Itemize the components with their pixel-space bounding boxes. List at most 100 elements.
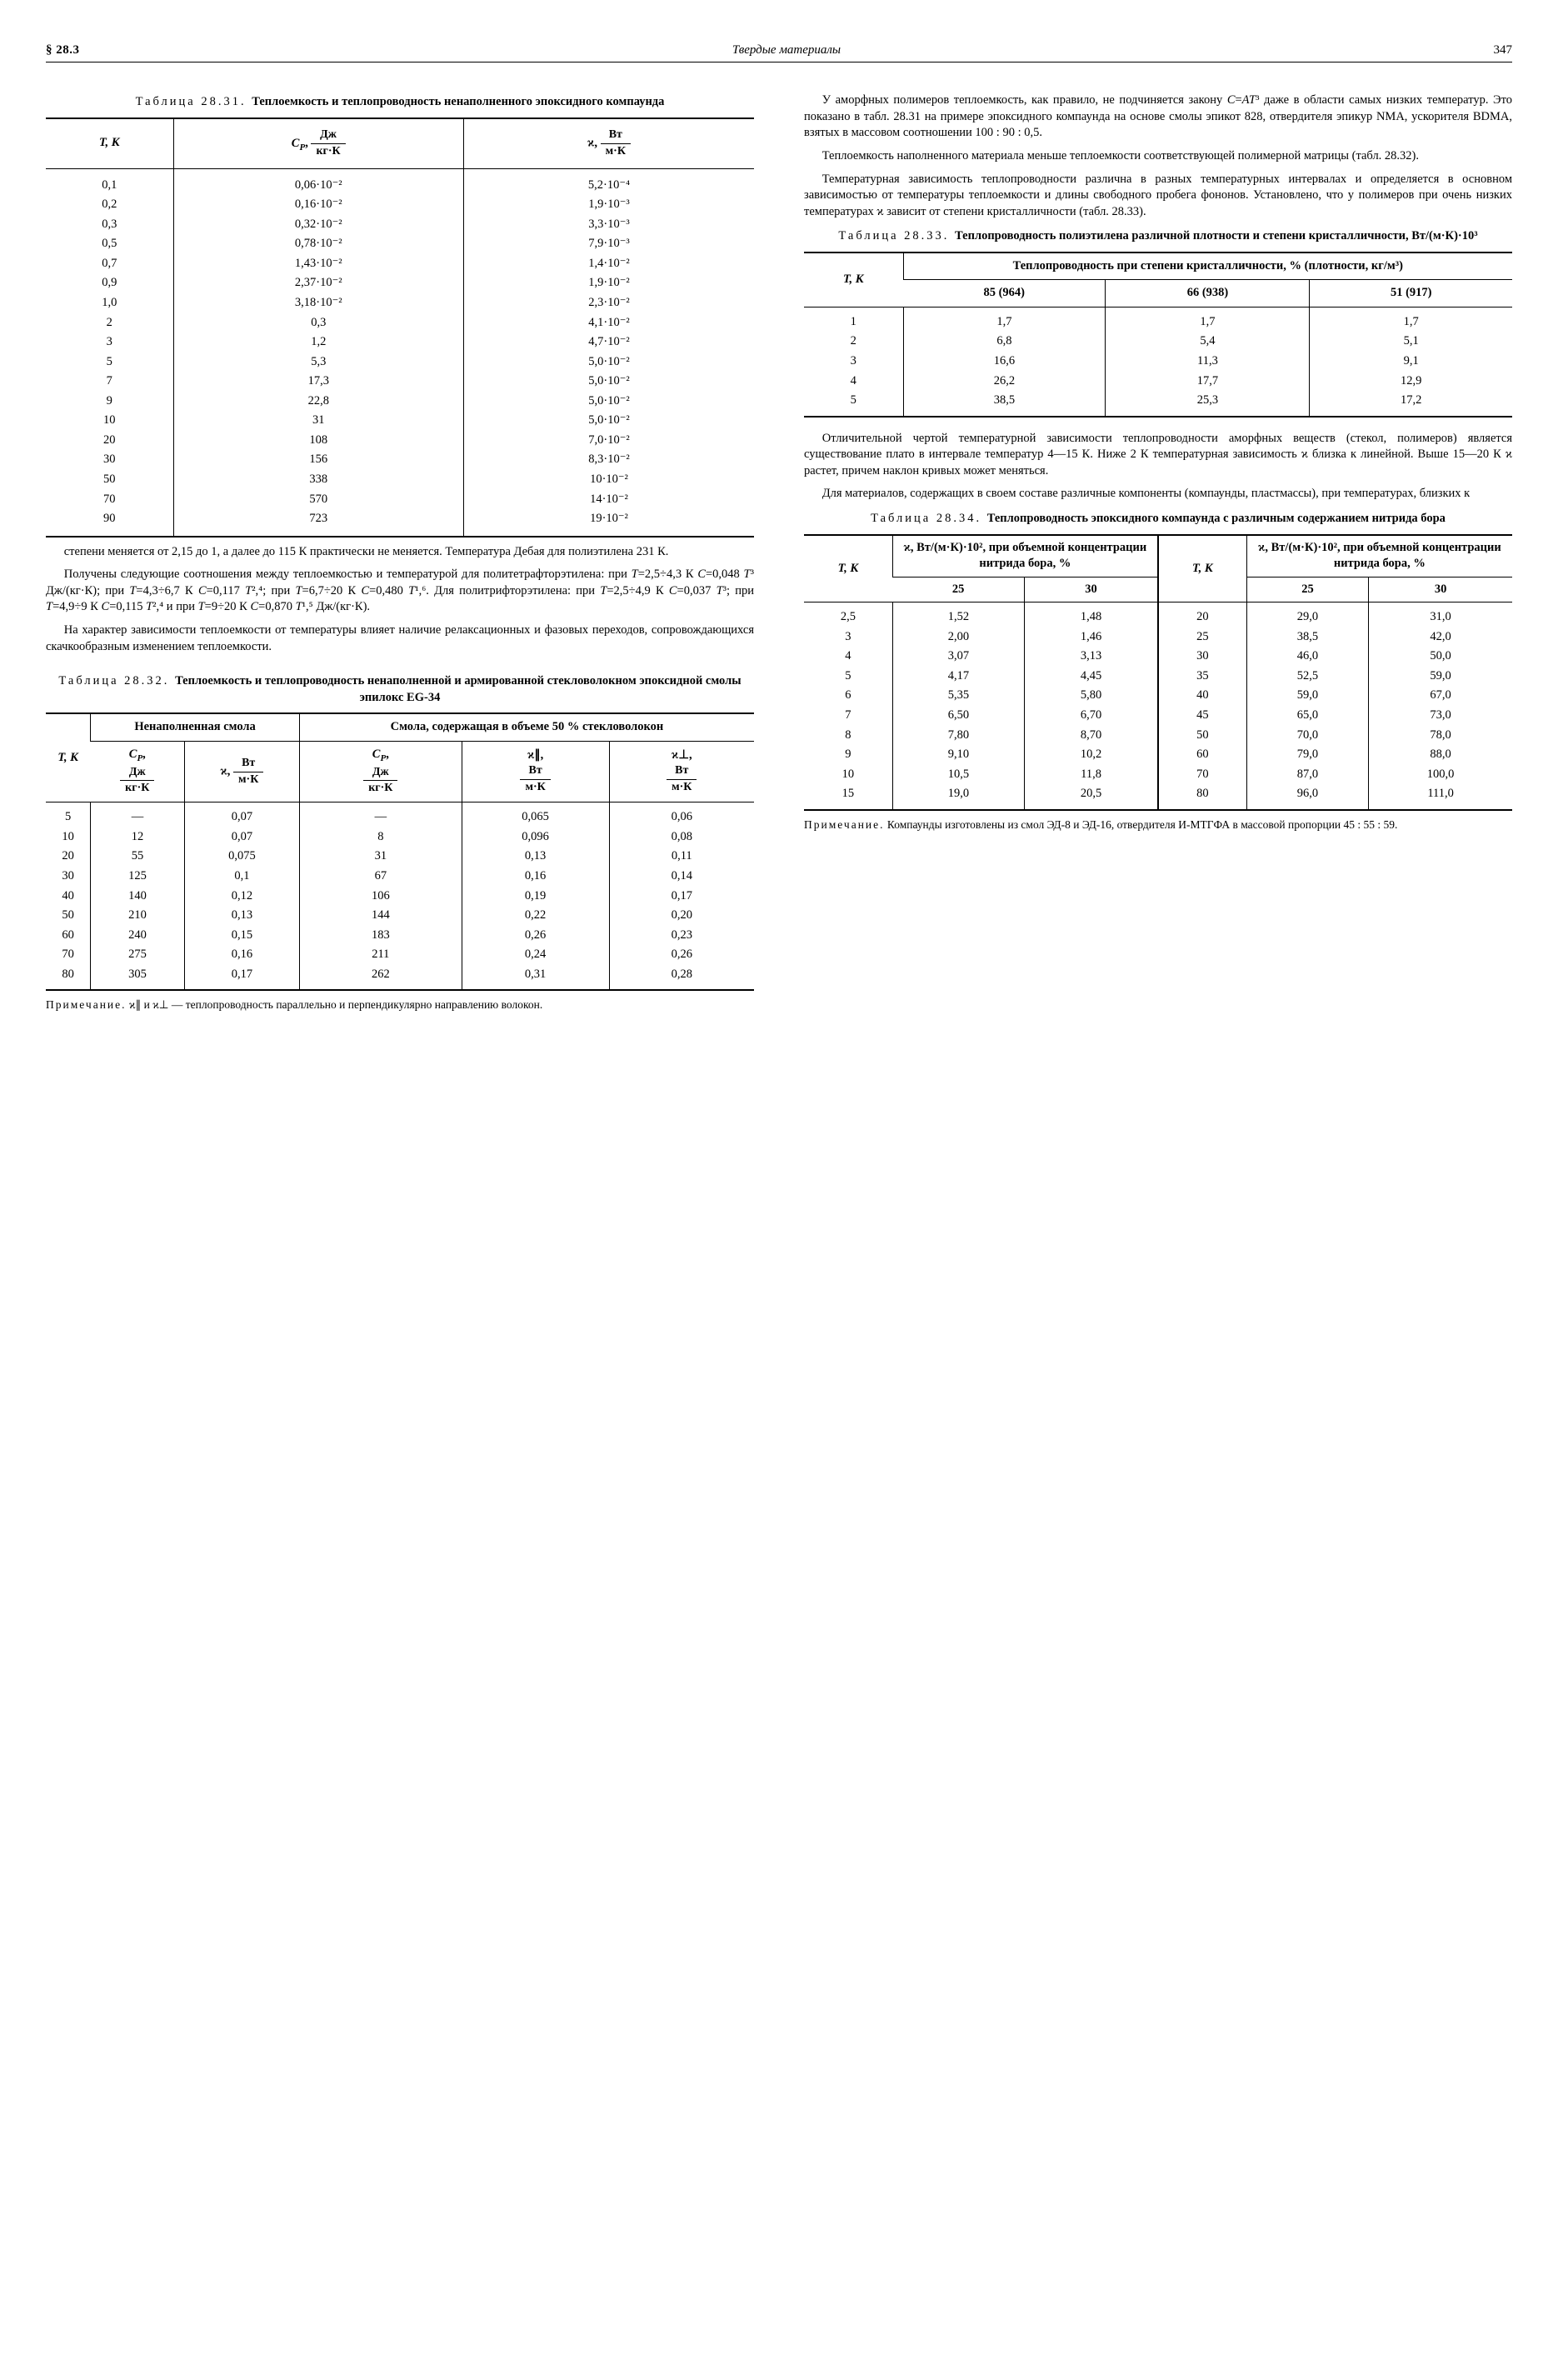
table-row: 401400,121060,190,17 [46,887,754,907]
table-cell: 17,2 [1310,391,1512,417]
table-cell: 0,24 [462,945,609,965]
table-cell: 79,0 [1246,745,1368,765]
table-row: 922,85,0·10⁻² [46,392,754,412]
table-cell: 5,3 [173,352,464,372]
table-cell: 5,0·10⁻² [464,352,755,372]
table-cell: 40 [46,887,91,907]
table-row: 0,92,37·10⁻²1,9·10⁻² [46,273,754,293]
table-cell: 0,16 [462,867,609,887]
table-cell: 30 [46,450,173,470]
table-cell: 7,0·10⁻² [464,431,755,451]
table-cell: 35 [1158,667,1246,687]
table-cell: 6,50 [892,706,1024,726]
table-cell: 31,0 [1369,602,1512,628]
t32-h-cp2: CP,Джкг·К [299,741,462,802]
chapter-title: Твердые материалы [732,42,841,58]
table-cell: 100,0 [1369,765,1512,785]
table-cell: 3 [804,352,903,372]
table-cell: 70 [46,945,91,965]
table-cell: 0,9 [46,273,173,293]
table-cell: — [91,802,185,828]
t31-h2: CP, Джкг·К [173,118,464,168]
table-cell: 5,4 [1106,332,1310,352]
table-cell: 14·10⁻² [464,490,755,510]
table-cell: 2,37·10⁻² [173,273,464,293]
table-row: 65,355,804059,067,0 [804,686,1512,706]
table-cell: 30 [1158,647,1246,667]
table-cell: 7,80 [892,726,1024,746]
table-cell: 1,7 [1310,307,1512,332]
table-cell: 0,15 [184,926,299,946]
table-cell: 0,31 [462,965,609,991]
table-cell: 30 [46,867,91,887]
table-cell: 0,11 [609,847,754,867]
table-cell: 9 [46,392,173,412]
table-cell: 5,2·10⁻⁴ [464,168,755,195]
table-cell: 12 [91,828,185,848]
table-cell: 1 [804,307,903,332]
table-cell: 87,0 [1246,765,1368,785]
t34-grp2: ϰ, Вт/(м·К)·10², при объемной концентрац… [1246,535,1512,578]
table-cell: 5,0·10⁻² [464,372,755,392]
table-cell: 3,07 [892,647,1024,667]
table-31: T, К CP, Джкг·К ϰ, Втм·К 0,10,06·10⁻²5,2… [46,118,754,538]
table-cell: 9 [804,745,892,765]
table-cell: 10,5 [892,765,1024,785]
table-row: 426,217,712,9 [804,372,1512,392]
t34-hT2: T, К [1158,535,1246,602]
table-cell: 40 [1158,686,1246,706]
table-cell: 17,3 [173,372,464,392]
table-cell: 5,80 [1025,686,1158,706]
table-cell: 5,1 [1310,332,1512,352]
table-cell: 70 [46,490,173,510]
table-cell: 59,0 [1246,686,1368,706]
table-cell: 3,3·10⁻³ [464,215,755,235]
table-cell: 6,70 [1025,706,1158,726]
table-cell: 29,0 [1246,602,1368,628]
table-row: 87,808,705070,078,0 [804,726,1512,746]
table-cell: 4,17 [892,667,1024,687]
table-cell: 52,5 [1246,667,1368,687]
table-cell: 5,0·10⁻² [464,411,755,431]
table-row: 99,1010,26079,088,0 [804,745,1512,765]
section-label: § 28.3 [46,42,80,58]
t34-s30a: 30 [1025,577,1158,602]
table-cell: 50 [1158,726,1246,746]
table-cell: 0,12 [184,887,299,907]
right-para-5: Для материалов, содержащих в своем соста… [804,486,1512,502]
right-para-1: У аморфных полимеров теплоемкость, как п… [804,92,1512,142]
table-cell: 7 [46,372,173,392]
table-row: 20550,075310,130,11 [46,847,754,867]
t34-s30b: 30 [1369,577,1512,602]
table-cell: 3,13 [1025,647,1158,667]
table-cell: 0,7 [46,254,173,274]
table-cell: 70,0 [1246,726,1368,746]
table-cell: 31 [173,411,464,431]
table-cell: 0,3 [46,215,173,235]
left-para-1: степени меняется от 2,15 до 1, а далее д… [46,544,754,561]
table-32: T, К Ненаполненная смола Смола, содержащ… [46,712,754,991]
table-cell: 2 [804,332,903,352]
table-cell: 2,5 [804,602,892,628]
table-cell: 46,0 [1246,647,1368,667]
table-cell: 7 [804,706,892,726]
table-row: 717,35,0·10⁻² [46,372,754,392]
table-cell: 210 [91,906,185,926]
table-cell: 0,17 [609,887,754,907]
table-cell: 0,5 [46,234,173,254]
table-cell: 570 [173,490,464,510]
table-row: 301250,1670,160,14 [46,867,754,887]
table-cell: 8 [804,726,892,746]
table-cell: 0,32·10⁻² [173,215,464,235]
table-cell: 67 [299,867,462,887]
t34-hT1: T, К [804,535,892,602]
table-cell: 67,0 [1369,686,1512,706]
table-cell: 0,08 [609,828,754,848]
table-cell: 4 [804,647,892,667]
t32-h-kperp: ϰ⊥,Втм·К [609,741,754,802]
table-cell: 65,0 [1246,706,1368,726]
table-cell: 10·10⁻² [464,470,755,490]
table-cell: 140 [91,887,185,907]
page-header: § 28.3 Твердые материалы 347 [46,42,1512,62]
table-cell: 31 [299,847,462,867]
